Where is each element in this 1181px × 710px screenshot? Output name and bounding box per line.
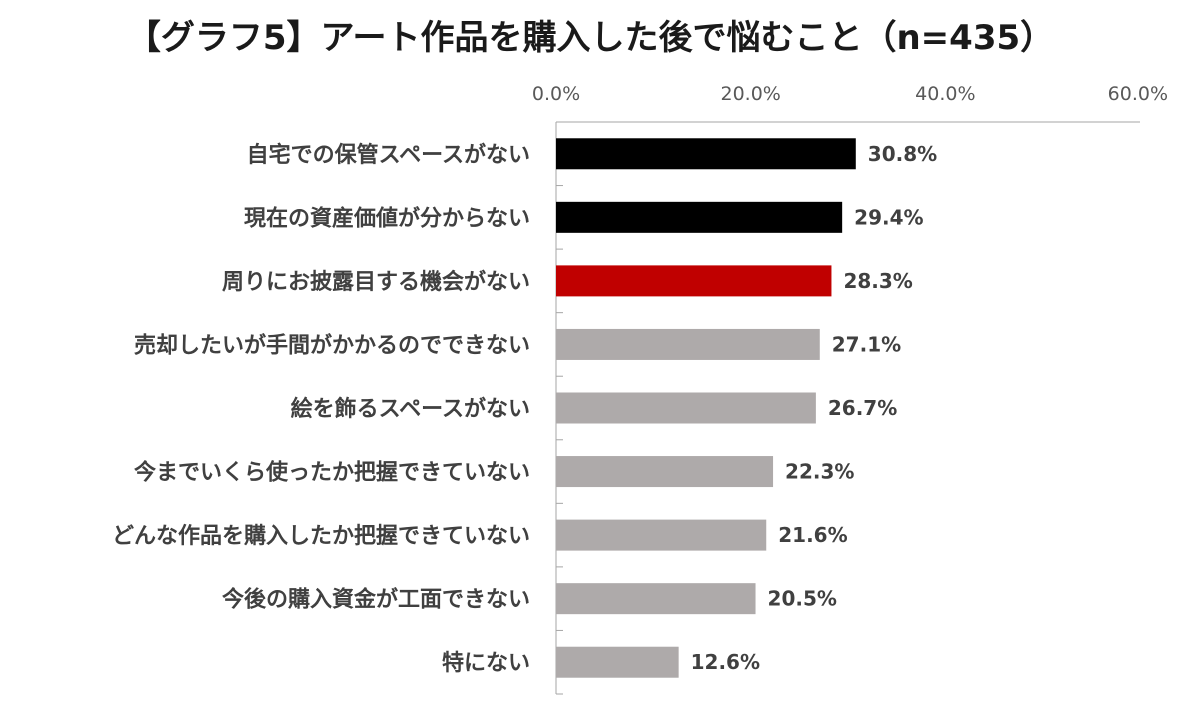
bar bbox=[556, 646, 679, 678]
bar bbox=[556, 519, 767, 551]
bar bbox=[556, 201, 843, 233]
x-tick-label: 20.0% bbox=[720, 83, 780, 105]
category-label: 特にない bbox=[442, 650, 530, 676]
category-label: 周りにお披露目する機会がない bbox=[222, 269, 530, 295]
chart-title: 【グラフ5】アート作品を購入した後で悩むこと（n=435） bbox=[126, 18, 1055, 58]
data-label: 21.6% bbox=[778, 523, 847, 547]
x-tick-label: 60.0% bbox=[1108, 83, 1168, 105]
category-label: 今後の購入資金が工面できない bbox=[222, 587, 530, 613]
category-label: どんな作品を購入したか把握できていない bbox=[112, 523, 530, 549]
bar bbox=[556, 328, 820, 360]
category-label: 絵を飾るスペースがない bbox=[291, 396, 530, 422]
data-label: 12.6% bbox=[691, 650, 760, 674]
data-label: 27.1% bbox=[832, 332, 901, 356]
category-label: 売却したいが手間がかかるのでできない bbox=[134, 332, 530, 358]
bar-series bbox=[556, 138, 856, 678]
category-label: 今までいくら使ったか把握できていない bbox=[134, 460, 530, 486]
category-labels: 自宅での保管スペースがない現在の資産価値が分からない周りにお披露目する機会がない… bbox=[112, 142, 530, 676]
data-label: 20.5% bbox=[768, 587, 837, 611]
data-label: 29.4% bbox=[854, 205, 923, 229]
data-label: 30.8% bbox=[868, 142, 937, 166]
category-label: 自宅での保管スペースがない bbox=[247, 142, 530, 168]
bar bbox=[556, 138, 856, 170]
x-axis-ticks: 0.0% 20.0% 40.0% 60.0% bbox=[532, 83, 1168, 105]
category-label: 現在の資産価値が分からない bbox=[244, 205, 530, 231]
bar bbox=[556, 392, 816, 424]
bar bbox=[556, 456, 774, 488]
x-tick-label: 0.0% bbox=[532, 83, 580, 105]
data-label: 26.7% bbox=[828, 396, 897, 420]
data-label: 28.3% bbox=[843, 269, 912, 293]
bar bbox=[556, 265, 832, 297]
bar bbox=[556, 583, 756, 615]
data-label: 22.3% bbox=[785, 460, 854, 484]
data-labels: 30.8% 29.4% 28.3% 27.1% 26.7% 22.3% 21.6% 20.5%… bbox=[691, 142, 938, 674]
x-tick-label: 40.0% bbox=[915, 83, 975, 105]
